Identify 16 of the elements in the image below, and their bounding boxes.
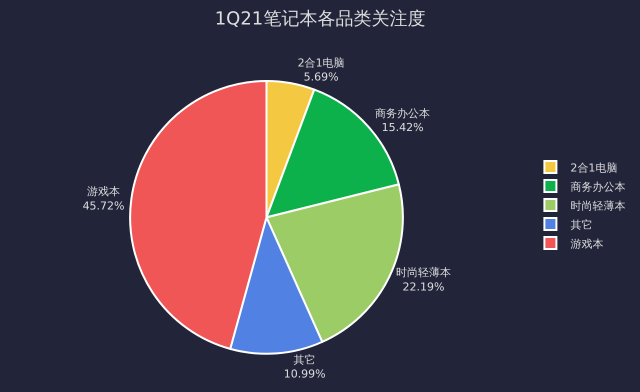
data-label: 5.69% xyxy=(304,70,339,84)
slice-label: 2合1电脑 xyxy=(298,56,345,70)
slice-label: 其它 xyxy=(294,353,316,366)
data-label: 10.99% xyxy=(284,368,326,381)
data-label: 15.42% xyxy=(382,121,424,134)
legend-label: 商务办公本 xyxy=(570,180,626,194)
legend-label: 时尚轻薄本 xyxy=(570,199,626,212)
slice-label: 商务办公本 xyxy=(375,106,430,120)
legend-label: 2合1电脑 xyxy=(570,161,618,174)
legend-label: 其它 xyxy=(570,218,592,232)
data-label: 22.19% xyxy=(402,280,444,294)
data-label: 45.72% xyxy=(82,200,125,212)
legend-label: 游戏本 xyxy=(570,237,604,250)
slice-label: 游戏本 xyxy=(87,185,120,198)
chart-title: 1Q21笔记本各品类关注度 xyxy=(214,8,426,30)
slice-label: 时尚轻薄本 xyxy=(396,266,451,279)
